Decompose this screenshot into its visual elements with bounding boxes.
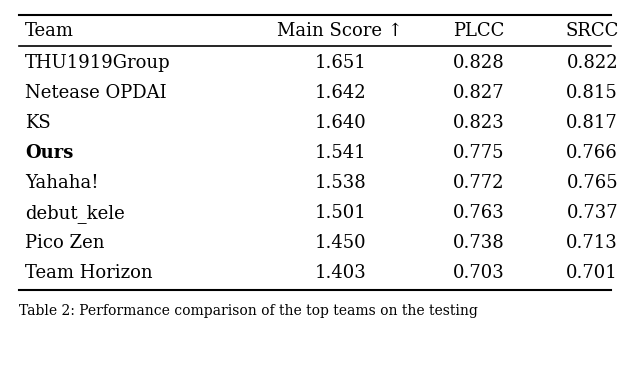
- Text: 0.765: 0.765: [566, 174, 618, 193]
- Text: 0.737: 0.737: [566, 204, 618, 223]
- Text: Yahaha!: Yahaha!: [25, 174, 99, 193]
- Text: 0.823: 0.823: [453, 114, 505, 132]
- Text: 0.713: 0.713: [566, 234, 618, 253]
- Text: 0.828: 0.828: [453, 54, 505, 72]
- Text: 0.766: 0.766: [566, 144, 618, 163]
- Text: 1.642: 1.642: [314, 84, 366, 102]
- Text: 0.701: 0.701: [566, 264, 618, 283]
- Text: Main Score ↑: Main Score ↑: [277, 22, 403, 40]
- Text: KS: KS: [25, 114, 51, 132]
- Text: 1.501: 1.501: [314, 204, 366, 223]
- Text: 1.403: 1.403: [314, 264, 366, 283]
- Text: 0.703: 0.703: [453, 264, 505, 283]
- Text: Netease OPDAI: Netease OPDAI: [25, 84, 167, 102]
- Text: 0.817: 0.817: [566, 114, 618, 132]
- Text: 1.541: 1.541: [314, 144, 366, 163]
- Text: 0.822: 0.822: [566, 54, 618, 72]
- Text: 0.772: 0.772: [453, 174, 505, 193]
- Text: 0.775: 0.775: [453, 144, 505, 163]
- Text: 0.738: 0.738: [453, 234, 505, 253]
- Text: 1.651: 1.651: [314, 54, 366, 72]
- Text: 1.640: 1.640: [314, 114, 366, 132]
- Text: PLCC: PLCC: [453, 22, 505, 40]
- Text: 0.815: 0.815: [566, 84, 618, 102]
- Text: Team: Team: [25, 22, 74, 40]
- Text: Team Horizon: Team Horizon: [25, 264, 153, 283]
- Text: debut_kele: debut_kele: [25, 204, 125, 223]
- Text: THU1919Group: THU1919Group: [25, 54, 171, 72]
- Text: Table 2: Performance comparison of the top teams on the testing: Table 2: Performance comparison of the t…: [19, 304, 478, 318]
- Text: Ours: Ours: [25, 144, 74, 163]
- Text: Pico Zen: Pico Zen: [25, 234, 105, 253]
- Text: 0.763: 0.763: [453, 204, 505, 223]
- Text: 1.450: 1.450: [314, 234, 366, 253]
- Text: SRCC: SRCC: [566, 22, 619, 40]
- Text: 1.538: 1.538: [314, 174, 366, 193]
- Text: 0.827: 0.827: [453, 84, 505, 102]
